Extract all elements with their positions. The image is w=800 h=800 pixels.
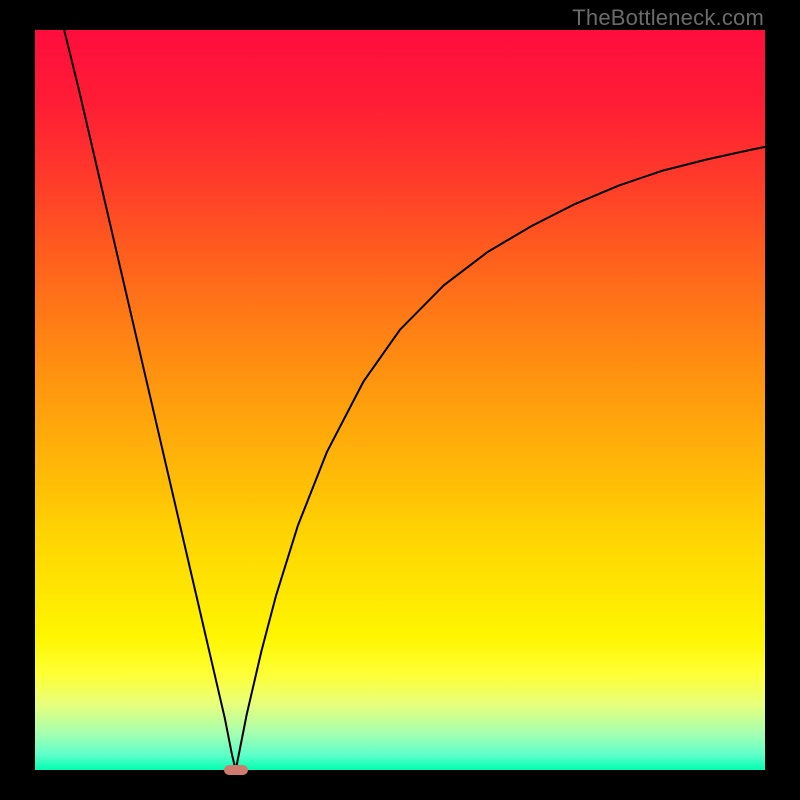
- chart-frame: TheBottleneck.com: [0, 0, 800, 800]
- chart-svg: [0, 0, 800, 800]
- plot-background: [35, 30, 765, 770]
- minimum-marker: [224, 765, 248, 775]
